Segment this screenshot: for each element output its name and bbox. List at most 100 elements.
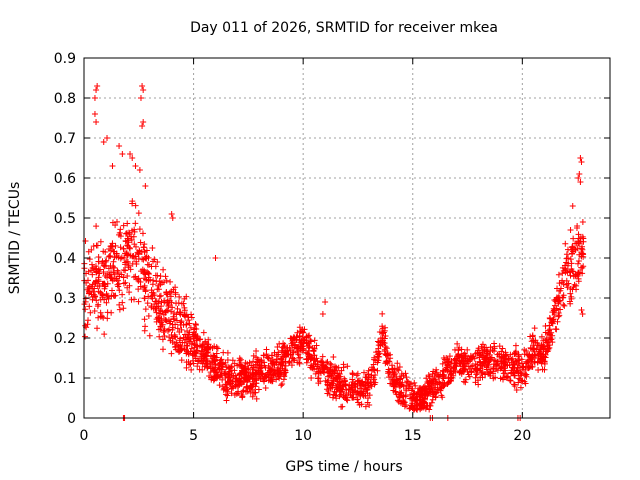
data-point — [185, 317, 192, 324]
data-point — [275, 349, 282, 356]
data-point — [119, 151, 126, 157]
data-point — [342, 394, 349, 401]
data-point — [483, 355, 490, 362]
data-point — [120, 305, 127, 312]
data-point — [283, 350, 290, 357]
data-point — [133, 258, 140, 265]
data-point — [185, 338, 192, 345]
data-point — [574, 223, 581, 229]
data-point — [390, 376, 397, 383]
data-point — [132, 220, 139, 227]
data-point — [328, 361, 335, 368]
data-point — [454, 340, 461, 347]
data-point — [107, 253, 114, 260]
data-point — [119, 291, 126, 298]
data-point — [117, 255, 124, 262]
data-point — [394, 360, 401, 367]
data-point — [568, 260, 575, 267]
data-point — [232, 383, 239, 390]
data-point — [156, 293, 163, 300]
data-point — [191, 325, 198, 332]
data-point — [91, 95, 98, 101]
data-point — [137, 279, 144, 286]
data-point — [409, 405, 416, 412]
data-point — [426, 373, 433, 380]
data-point — [181, 307, 188, 314]
data-point — [141, 284, 148, 291]
data-point — [579, 246, 586, 253]
data-point — [137, 239, 144, 246]
y-tick-label: 0.6 — [54, 171, 76, 187]
data-point — [199, 366, 206, 373]
data-point — [559, 270, 566, 277]
data-point — [204, 343, 211, 350]
data-point — [382, 344, 389, 351]
data-point — [91, 308, 98, 315]
data-point — [109, 163, 116, 169]
data-point — [165, 303, 172, 310]
data-point — [156, 278, 163, 285]
x-tick-label: 10 — [294, 428, 312, 444]
data-point — [422, 390, 429, 397]
data-point — [472, 374, 479, 381]
data-point — [413, 405, 420, 412]
data-point — [224, 392, 231, 399]
data-point — [187, 360, 194, 367]
data-point — [227, 377, 234, 384]
data-point — [380, 339, 387, 346]
data-point — [87, 267, 94, 274]
data-point — [376, 328, 383, 335]
data-point — [206, 372, 213, 379]
data-point — [142, 287, 149, 294]
data-point — [228, 372, 235, 379]
data-point — [523, 371, 530, 378]
data-point — [108, 287, 115, 294]
data-point — [115, 280, 122, 287]
data-point — [160, 346, 167, 353]
data-point — [160, 266, 167, 273]
data-point — [82, 306, 89, 313]
data-point — [139, 83, 146, 89]
y-tick-label: 0.2 — [54, 331, 76, 347]
data-point — [516, 376, 523, 383]
data-point — [268, 367, 275, 374]
data-point — [466, 365, 473, 372]
data-point — [141, 295, 148, 302]
data-point — [576, 251, 583, 258]
data-point — [303, 334, 310, 341]
data-point — [507, 377, 514, 384]
data-point — [103, 274, 110, 281]
data-point — [348, 384, 355, 391]
data-point — [273, 376, 280, 383]
data-point — [135, 298, 142, 305]
data-point — [127, 266, 134, 273]
y-tick-label: 0.5 — [54, 211, 76, 227]
data-point — [167, 318, 174, 325]
data-point — [93, 223, 100, 230]
data-point — [231, 367, 238, 374]
data-point — [186, 361, 193, 368]
data-point — [99, 258, 106, 265]
data-point — [255, 386, 262, 393]
data-point — [333, 395, 340, 402]
data-point — [151, 256, 158, 263]
data-point — [515, 368, 522, 375]
data-point — [381, 346, 388, 353]
x-tick-label: 5 — [189, 428, 198, 444]
data-point — [368, 364, 375, 371]
data-point — [231, 360, 238, 367]
data-point — [95, 314, 102, 321]
data-point — [336, 393, 343, 400]
data-point — [475, 381, 482, 388]
data-point — [170, 316, 177, 323]
data-points — [81, 83, 587, 421]
data-point — [104, 309, 111, 316]
data-point — [175, 299, 182, 306]
data-point — [286, 358, 293, 365]
data-point — [444, 362, 451, 369]
data-point — [570, 248, 577, 255]
data-point — [517, 372, 524, 379]
data-point — [534, 359, 541, 366]
data-point — [311, 352, 318, 359]
data-point — [487, 372, 494, 379]
